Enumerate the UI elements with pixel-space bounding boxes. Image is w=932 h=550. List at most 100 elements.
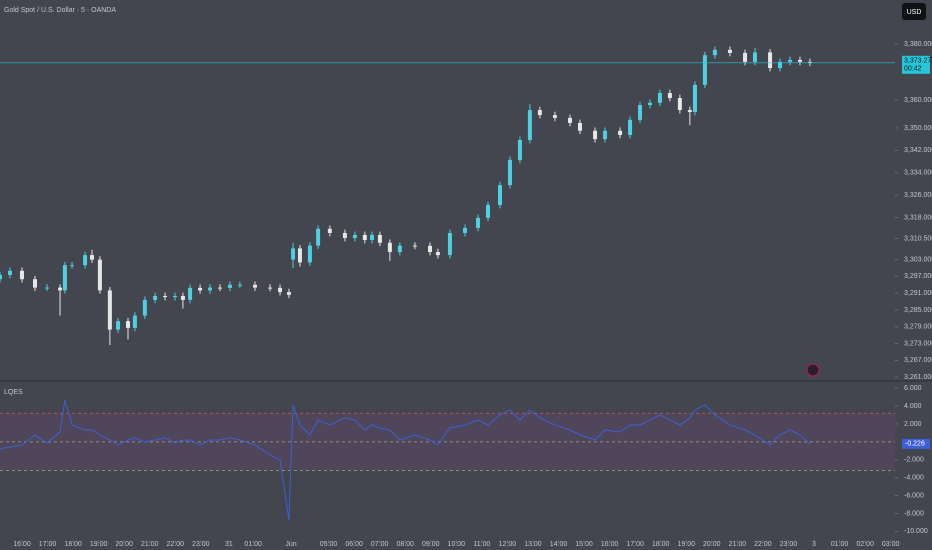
candle-body bbox=[33, 279, 38, 288]
y-tick-label: -10.000 bbox=[904, 528, 928, 535]
candle-body bbox=[577, 122, 582, 131]
x-tick-label: 12:00 bbox=[499, 541, 517, 548]
candle-body bbox=[180, 295, 185, 300]
candle-body bbox=[552, 115, 557, 118]
x-tick-label: 22:00 bbox=[167, 541, 185, 548]
candle-body bbox=[126, 321, 131, 328]
candle-body bbox=[163, 295, 168, 298]
candle-body bbox=[752, 52, 757, 62]
y-tick-label: -6.000 bbox=[904, 492, 924, 499]
candle-body bbox=[476, 217, 481, 228]
candle-body bbox=[252, 284, 257, 288]
candle-body bbox=[667, 92, 672, 99]
candle-body bbox=[7, 270, 12, 275]
y-tick-label: -2.000 bbox=[904, 457, 924, 464]
x-tick-label: 07:00 bbox=[371, 541, 389, 548]
y-tick-label: 3,285.000 bbox=[904, 307, 932, 314]
y-tick-label: 3,267.000 bbox=[904, 357, 932, 364]
y-tick-label: 3,291.000 bbox=[904, 290, 932, 297]
logo-icon[interactable] bbox=[806, 363, 820, 377]
x-tick-label: 18:00 bbox=[652, 541, 670, 548]
candle-body bbox=[768, 52, 773, 69]
y-tick-label: 3,326.000 bbox=[904, 192, 932, 199]
candle-body bbox=[58, 287, 63, 291]
candle-body bbox=[603, 130, 608, 140]
candle-body bbox=[692, 84, 697, 113]
candle-body bbox=[116, 321, 121, 330]
candle-body bbox=[198, 287, 203, 291]
candle-body bbox=[132, 315, 137, 328]
x-tick-label: 23:00 bbox=[780, 541, 798, 548]
y-tick-label: 3,334.000 bbox=[904, 170, 932, 177]
y-tick-label: 3,310.500 bbox=[904, 235, 932, 242]
candle-body bbox=[362, 234, 367, 240]
y-tick-label: 3,279.000 bbox=[904, 324, 932, 331]
last-value-label: -0.226 bbox=[905, 441, 925, 448]
x-tick-label: 18:00 bbox=[64, 541, 82, 548]
candle-body bbox=[537, 110, 542, 116]
y-tick-label: 3,273.000 bbox=[904, 340, 932, 347]
x-tick-label: 16:00 bbox=[601, 541, 619, 548]
x-tick-label: 14:00 bbox=[550, 541, 568, 548]
x-tick-label: 20:00 bbox=[115, 541, 133, 548]
x-tick-label: 06:00 bbox=[345, 541, 363, 548]
candle-body bbox=[208, 287, 213, 291]
candle-body bbox=[485, 204, 490, 218]
y-tick-label: 3,297.000 bbox=[904, 273, 932, 280]
candle-body bbox=[0, 274, 2, 280]
candle-body bbox=[278, 287, 283, 293]
candle-body bbox=[316, 228, 321, 246]
last-price-badge bbox=[902, 55, 930, 74]
x-tick-label: 31 bbox=[225, 541, 233, 548]
x-tick-label: 23:00 bbox=[192, 541, 210, 548]
last-price-label: 3,373.275 bbox=[904, 58, 932, 65]
candle-body bbox=[507, 159, 512, 186]
x-tick-label: 17:00 bbox=[626, 541, 644, 548]
candle-body bbox=[89, 255, 94, 260]
candle-body bbox=[677, 98, 682, 111]
x-tick-label: 22:00 bbox=[754, 541, 772, 548]
x-tick-label: 3 bbox=[812, 541, 816, 548]
currency-button[interactable] bbox=[902, 3, 926, 20]
candle-body bbox=[70, 265, 75, 267]
candle-body bbox=[527, 110, 532, 141]
candle-body bbox=[743, 52, 748, 62]
candle-body bbox=[173, 295, 178, 298]
countdown-label: 00:42 bbox=[904, 66, 922, 73]
candle-body bbox=[377, 234, 382, 243]
candle-body bbox=[19, 270, 24, 280]
candle-body bbox=[153, 295, 158, 300]
candle-body bbox=[687, 110, 692, 113]
candle-body bbox=[435, 252, 440, 256]
y-tick-label: 3,360.000 bbox=[904, 97, 932, 104]
last-value-badge bbox=[902, 438, 930, 449]
candle-body bbox=[307, 245, 312, 263]
x-tick-label: 15:00 bbox=[575, 541, 593, 548]
y-tick-label: -8.000 bbox=[904, 510, 924, 517]
candle-body bbox=[727, 49, 732, 53]
candle-body bbox=[62, 265, 67, 291]
x-tick-label: 20:00 bbox=[703, 541, 721, 548]
candle-body bbox=[227, 284, 232, 288]
candle-body bbox=[342, 232, 347, 239]
candle-body bbox=[97, 259, 102, 291]
candle-body bbox=[517, 140, 522, 160]
x-tick-label: 21:00 bbox=[141, 541, 159, 548]
candle-body bbox=[712, 49, 717, 56]
candle-body bbox=[352, 234, 357, 239]
candle-body bbox=[370, 234, 375, 240]
candle-body bbox=[797, 59, 802, 62]
x-tick-label: 16:00 bbox=[13, 541, 31, 548]
indicator-title: LQES bbox=[4, 389, 23, 396]
y-tick-label: -4.000 bbox=[904, 475, 924, 482]
candle-body bbox=[291, 248, 296, 260]
candle-body bbox=[807, 61, 812, 63]
candle-body bbox=[45, 287, 50, 289]
x-tick-label: 01:00 bbox=[831, 541, 849, 548]
currency-label[interactable]: USD bbox=[907, 9, 922, 16]
candle-body bbox=[397, 245, 402, 253]
y-tick-label: 6.000 bbox=[904, 385, 922, 392]
x-tick-label: 08:00 bbox=[396, 541, 414, 548]
